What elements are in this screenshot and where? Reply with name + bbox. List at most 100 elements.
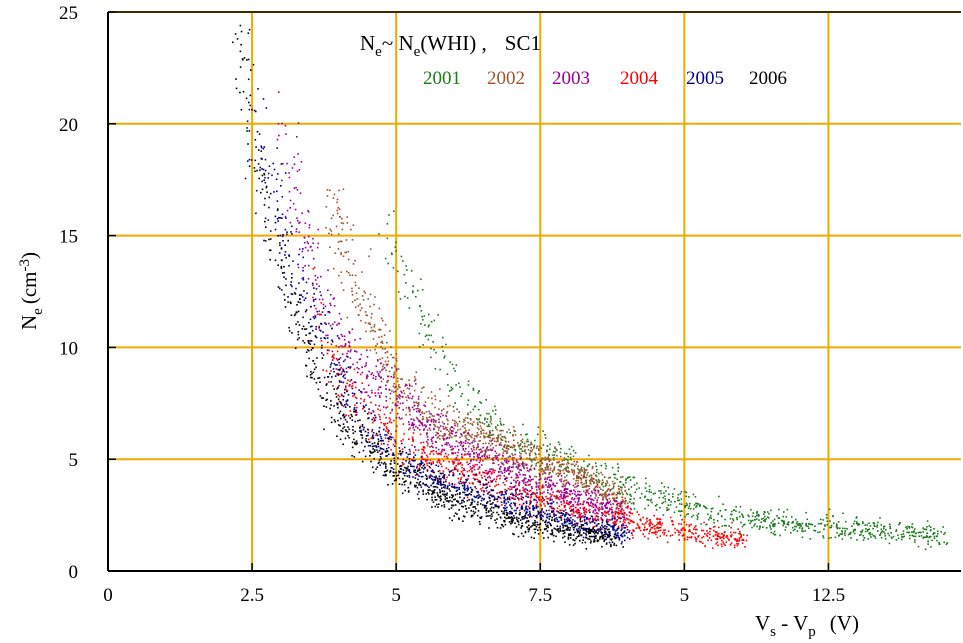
data-point-2003	[541, 485, 544, 488]
data-point-2001	[472, 387, 475, 390]
data-point-2004	[635, 527, 637, 529]
data-point-2006	[546, 530, 549, 532]
data-point-2001	[694, 496, 697, 498]
data-point-2006	[590, 540, 592, 542]
data-point-2002	[346, 316, 349, 319]
data-point-2006	[514, 522, 516, 524]
data-point-2002	[426, 429, 429, 431]
data-point-2002	[507, 448, 509, 450]
data-point-2003	[582, 507, 584, 510]
data-point-2003	[484, 453, 486, 456]
data-point-2003	[594, 504, 597, 507]
data-point-2003	[524, 491, 527, 493]
data-point-2002	[346, 270, 348, 273]
data-point-2006	[308, 332, 310, 335]
data-point-2001	[924, 548, 927, 551]
data-point-2005	[360, 429, 362, 432]
data-point-2004	[494, 469, 496, 472]
data-point-2004	[591, 505, 593, 508]
data-point-2001	[663, 492, 665, 494]
data-point-2005	[342, 375, 344, 378]
data-point-2006	[378, 459, 381, 461]
data-point-2005	[302, 256, 304, 259]
data-point-2003	[609, 500, 612, 502]
data-point-2002	[325, 226, 327, 229]
data-point-2004	[714, 525, 716, 528]
data-point-2004	[480, 488, 482, 490]
data-point-2004	[534, 493, 537, 496]
data-point-2004	[721, 536, 724, 539]
data-point-2006	[379, 455, 382, 458]
data-point-2002	[360, 319, 362, 322]
data-point-2005	[310, 340, 313, 342]
data-point-2005	[447, 501, 450, 503]
data-point-2001	[703, 505, 705, 507]
data-point-2003	[307, 249, 309, 252]
data-point-2006	[613, 535, 615, 538]
data-point-2001	[820, 518, 822, 521]
data-point-2001	[565, 458, 567, 461]
data-point-2001	[811, 523, 814, 526]
data-point-2006	[439, 491, 441, 494]
data-point-2005	[313, 287, 315, 289]
data-point-2003	[308, 224, 311, 226]
data-point-2002	[338, 208, 341, 210]
data-point-2001	[673, 488, 676, 490]
data-point-2001	[549, 448, 551, 451]
data-point-2003	[332, 298, 335, 300]
data-point-2005	[553, 513, 555, 516]
data-point-2003	[512, 461, 515, 463]
data-point-2005	[614, 530, 617, 532]
data-point-2006	[515, 516, 518, 519]
data-point-2004	[414, 474, 417, 476]
data-point-2001	[888, 542, 891, 545]
data-point-2004	[729, 544, 732, 546]
data-point-2004	[709, 530, 711, 533]
data-point-2004	[429, 459, 432, 462]
data-point-2004	[737, 528, 739, 530]
data-point-2005	[586, 523, 588, 526]
data-point-2004	[383, 424, 386, 427]
data-point-2002	[624, 501, 627, 503]
data-point-2006	[449, 490, 451, 492]
data-point-2003	[572, 508, 575, 510]
data-point-2002	[505, 446, 508, 448]
data-point-2001	[918, 531, 921, 534]
data-point-2006	[309, 343, 312, 345]
data-point-2002	[584, 476, 587, 479]
data-point-2005	[277, 173, 279, 175]
data-point-2004	[423, 445, 425, 448]
data-point-2001	[467, 384, 470, 386]
data-point-2001	[664, 500, 667, 503]
data-point-2002	[595, 493, 597, 496]
data-point-2006	[258, 177, 260, 180]
data-point-2002	[382, 368, 384, 370]
data-point-2005	[420, 486, 423, 488]
data-point-2002	[574, 486, 576, 489]
data-point-2002	[617, 487, 620, 490]
data-point-2004	[697, 536, 699, 538]
data-point-2006	[575, 537, 577, 540]
data-point-2001	[796, 520, 799, 523]
data-point-2002	[542, 473, 544, 475]
data-point-2006	[336, 387, 339, 390]
data-point-2001	[785, 526, 787, 528]
data-point-2001	[695, 502, 697, 505]
data-point-2001	[530, 441, 532, 444]
data-point-2002	[446, 418, 448, 421]
data-point-2005	[547, 521, 549, 524]
data-point-2001	[654, 492, 656, 495]
data-point-2001	[814, 530, 817, 532]
data-point-2004	[725, 541, 728, 543]
data-point-2006	[524, 531, 527, 534]
data-point-2006	[552, 534, 555, 537]
data-point-2003	[575, 506, 577, 509]
data-point-2006	[339, 410, 342, 413]
data-point-2004	[356, 411, 358, 414]
data-point-2004	[315, 307, 317, 310]
data-point-2002	[593, 478, 595, 480]
data-point-2003	[621, 502, 623, 505]
data-point-2001	[393, 210, 395, 212]
data-point-2004	[475, 478, 477, 480]
